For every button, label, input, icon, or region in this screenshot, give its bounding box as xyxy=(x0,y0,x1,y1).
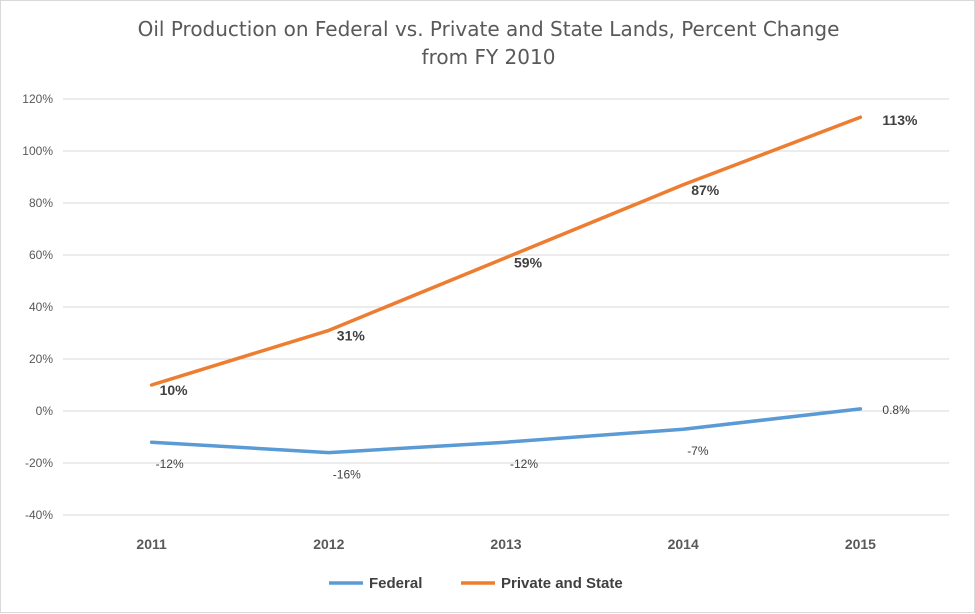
data-label: -16% xyxy=(333,468,361,482)
legend: Federal Private and State xyxy=(329,575,623,592)
data-label: -7% xyxy=(687,444,709,458)
data-label: 31% xyxy=(337,327,366,343)
legend-label: Private and State xyxy=(501,575,623,592)
y-tick-label: 40% xyxy=(29,300,53,314)
data-label: -12% xyxy=(156,457,184,471)
y-tick-label: 0% xyxy=(36,404,54,418)
y-tick-label: 100% xyxy=(22,144,53,158)
data-label: -12% xyxy=(510,457,538,471)
y-tick-label: -20% xyxy=(25,456,53,470)
series-line-private-and-state xyxy=(152,117,861,385)
data-label: 87% xyxy=(691,182,720,198)
y-tick-label: -40% xyxy=(25,508,53,522)
x-tick-label: 2011 xyxy=(136,536,167,552)
data-label: 113% xyxy=(882,112,918,128)
data-labels: -12% -16% -12% -7% 0.8% 10% 31% 59% 87% 113% xyxy=(156,112,918,481)
y-tick-label: 60% xyxy=(29,248,53,262)
data-label: 10% xyxy=(160,382,189,398)
gridlines xyxy=(63,99,949,515)
data-label: 59% xyxy=(514,255,543,271)
y-axis-ticks: 120% 100% 80% 60% 40% 20% 0% -20% -40% xyxy=(22,92,53,522)
series-line-federal xyxy=(152,409,861,453)
x-tick-label: 2013 xyxy=(490,536,521,552)
x-axis-ticks: 2011 2012 2013 2014 2015 xyxy=(136,536,876,552)
data-label: 0.8% xyxy=(882,403,910,417)
x-tick-label: 2012 xyxy=(313,536,344,552)
y-tick-label: 80% xyxy=(29,196,53,210)
series-lines xyxy=(152,117,861,453)
y-tick-label: 20% xyxy=(29,352,53,366)
x-tick-label: 2015 xyxy=(845,536,876,552)
legend-label: Federal xyxy=(369,575,422,592)
x-tick-label: 2014 xyxy=(668,536,699,552)
y-tick-label: 120% xyxy=(22,92,53,106)
